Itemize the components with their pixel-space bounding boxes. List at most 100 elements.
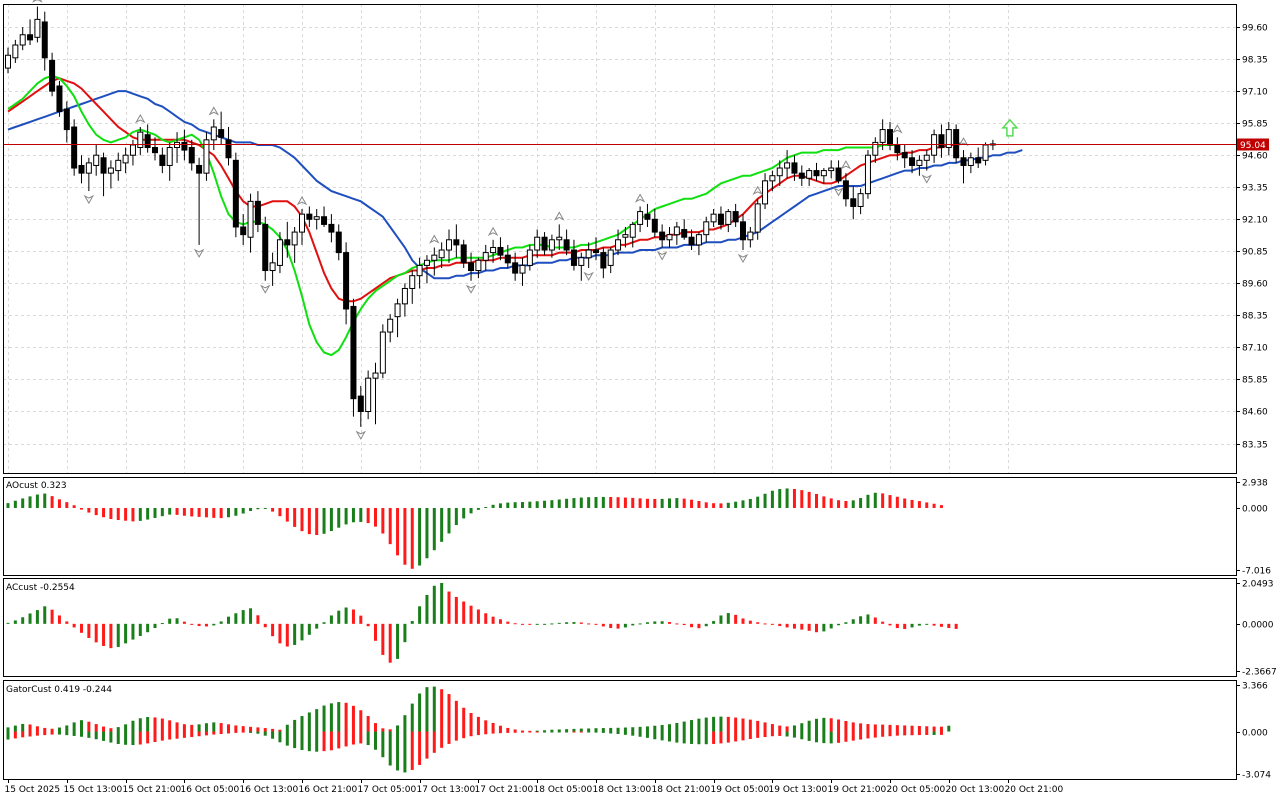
gator-histogram-bar — [131, 720, 135, 732]
price-tick-label: 85.85 — [1242, 376, 1268, 386]
gator-histogram-bar — [609, 731, 613, 734]
ac-histogram-bar — [903, 623, 907, 630]
ao-histogram-bar — [388, 507, 392, 545]
ao-histogram-bar — [543, 500, 547, 508]
gator-histogram-bar — [322, 705, 326, 732]
ao-histogram-bar — [65, 502, 69, 508]
candle-bull — [19, 34, 26, 46]
ac-histogram-bar — [543, 623, 547, 625]
ac-histogram-bar — [87, 623, 91, 638]
gator-histogram-bar — [822, 717, 826, 732]
gator-histogram-bar — [72, 731, 76, 736]
gator-histogram-bar — [168, 731, 172, 740]
candle-bull — [820, 170, 827, 177]
time-tick-label: 18 Oct 13:00 — [593, 785, 652, 795]
candle-bull — [534, 236, 541, 251]
gator-histogram-bar — [550, 729, 554, 732]
ao-histogram-bar — [182, 507, 186, 516]
main-frame — [3, 4, 1237, 474]
gator-histogram-bar — [425, 731, 429, 759]
ac-histogram-bar — [160, 623, 164, 625]
gator-histogram-bar — [763, 722, 767, 732]
ac-histogram-bar — [197, 623, 201, 627]
ac-histogram-bar — [366, 623, 370, 627]
candle-bull — [12, 44, 19, 59]
gator-histogram-bar — [43, 727, 47, 732]
gator-histogram-bar — [138, 718, 142, 732]
gator-histogram-bar — [653, 725, 657, 732]
gator-indicator-panel[interactable] — [6, 686, 951, 773]
gator-frame — [3, 680, 1237, 780]
ac-histogram-bar — [57, 615, 61, 624]
ao-histogram-bar — [204, 507, 208, 518]
ac-histogram-bar — [609, 623, 613, 629]
ac-histogram-bar — [447, 591, 451, 624]
price-tick-label: 92.10 — [1242, 216, 1268, 226]
gator-histogram-bar — [506, 727, 510, 732]
gator-histogram-bar — [734, 731, 738, 742]
ac-histogram-bar — [631, 623, 635, 626]
ac-histogram-bar — [329, 615, 333, 624]
gator-histogram-bar — [204, 731, 208, 736]
candle-bear — [835, 167, 842, 182]
ac-histogram-bar — [638, 623, 642, 625]
gator-histogram-bar — [256, 727, 260, 732]
gator-histogram-bar — [932, 731, 936, 735]
ao-histogram-bar — [153, 507, 157, 518]
ao-histogram-bar — [800, 490, 804, 508]
ao-histogram-bar — [498, 503, 502, 508]
gator-histogram-bar — [374, 731, 377, 750]
gator-histogram-bar — [351, 731, 355, 745]
gator-histogram-bar — [227, 724, 230, 732]
candle-bear — [798, 172, 805, 179]
ao-histogram-bar — [469, 507, 473, 514]
gator-histogram-bar — [57, 727, 61, 732]
ao-histogram-bar — [418, 507, 422, 566]
gator-histogram-bar — [682, 731, 686, 744]
candle-bear — [49, 59, 56, 92]
candle-bull — [431, 254, 438, 261]
ao-histogram-bar — [28, 496, 32, 508]
gator-histogram-bar — [829, 718, 833, 732]
ac-histogram-bar — [249, 608, 253, 624]
ac-indicator-panel[interactable] — [6, 582, 958, 663]
candle-bull — [945, 129, 952, 149]
gator-histogram-bar — [800, 731, 804, 740]
ao-histogram-bar — [675, 498, 679, 508]
ac-histogram-bar — [410, 621, 414, 624]
candle-bull — [387, 318, 394, 333]
ac-histogram-bar — [668, 622, 671, 624]
ac-histogram-bar — [462, 601, 466, 624]
gator-histogram-bar — [535, 730, 539, 732]
ac-histogram-bar — [579, 622, 583, 624]
ao-histogram-bar — [168, 507, 172, 515]
gator-histogram-bar — [65, 731, 69, 736]
gator-histogram-bar — [256, 731, 260, 734]
ao-indicator-panel[interactable] — [6, 488, 943, 569]
fractal-down-arrow-icon — [921, 174, 933, 184]
ac-histogram-bar — [513, 623, 517, 625]
gator-histogram-bar — [528, 730, 532, 732]
ac-histogram-bar — [175, 618, 179, 624]
ao-histogram-bar — [792, 488, 796, 508]
ao-histogram-bar — [329, 507, 333, 532]
candle-bear — [56, 85, 63, 113]
gator-histogram-bar — [925, 731, 929, 735]
gator-histogram-bar — [932, 726, 936, 732]
ao-histogram-bar — [888, 495, 892, 508]
main-price-panel[interactable] — [3, 0, 1236, 440]
candle-bull — [401, 287, 408, 305]
gator-histogram-bar — [756, 720, 760, 732]
gator-tick-label: 0.000 — [1242, 729, 1268, 739]
ao-histogram-bar — [462, 507, 466, 519]
candle-bear — [975, 157, 982, 164]
ac-histogram-bar — [932, 623, 936, 626]
time-axis: 15 Oct 2025 15 Oct 13:00 15 Oct 21:00 16 Oc… — [5, 779, 1063, 795]
ao-histogram-bar — [910, 499, 914, 508]
ac-histogram-bar — [800, 623, 804, 630]
ac-histogram-bar — [734, 614, 738, 624]
ao-histogram-bar — [491, 504, 495, 508]
price-tick-label: 84.60 — [1242, 408, 1268, 418]
